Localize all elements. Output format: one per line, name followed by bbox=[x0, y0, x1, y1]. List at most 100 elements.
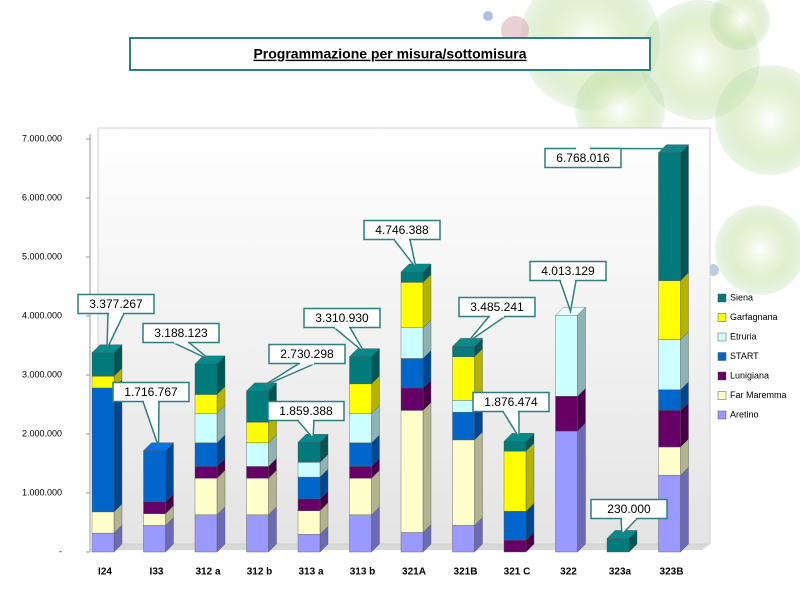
bar-segment bbox=[658, 389, 681, 411]
y-tick-label: 1.000.000 bbox=[22, 487, 62, 497]
y-tick-label: 4.000.000 bbox=[22, 310, 62, 320]
y-tick-label: 7.000.000 bbox=[22, 133, 62, 143]
bar-segment bbox=[555, 315, 578, 397]
bar-segment bbox=[297, 498, 321, 511]
bar-segment bbox=[452, 525, 475, 553]
bar-segment bbox=[658, 446, 681, 476]
y-tick-label: 3.000.000 bbox=[22, 369, 62, 379]
bar-segment bbox=[246, 390, 269, 423]
legend-swatch bbox=[717, 332, 727, 342]
bar-segment bbox=[503, 511, 527, 541]
bar-segment bbox=[297, 476, 321, 500]
bar-segment bbox=[658, 410, 681, 448]
total-label: 4.013.129 bbox=[541, 264, 595, 278]
bar-segment bbox=[194, 413, 218, 444]
bar-segment bbox=[400, 387, 424, 411]
bar-segment bbox=[349, 478, 372, 516]
legend-swatch bbox=[717, 391, 727, 400]
bar-segment bbox=[297, 462, 321, 478]
callout-patch bbox=[335, 325, 349, 329]
x-tick-label: I24 bbox=[98, 567, 112, 578]
bar-segment bbox=[246, 478, 269, 516]
y-tick-label: - bbox=[59, 546, 62, 556]
bar-segment bbox=[194, 442, 218, 467]
bar-segment bbox=[349, 466, 372, 479]
legend-swatch bbox=[717, 352, 727, 361]
legend-label: START bbox=[730, 351, 759, 361]
bar-segment bbox=[246, 422, 269, 444]
total-label: 3.377.267 bbox=[89, 297, 143, 311]
bar-segment bbox=[91, 352, 115, 377]
bar-segment bbox=[91, 532, 115, 553]
callout-patch bbox=[299, 418, 313, 422]
bar-segment bbox=[349, 383, 372, 414]
total-label: 3.188.123 bbox=[154, 326, 208, 340]
total-label: 1.859.388 bbox=[279, 404, 333, 418]
bar-segment bbox=[658, 339, 681, 390]
legend-label: Garfagnana bbox=[730, 312, 778, 322]
bar-segment bbox=[658, 280, 681, 340]
total-label: 1.876.474 bbox=[484, 395, 538, 409]
total-label: 4.746.388 bbox=[375, 223, 429, 237]
bar-segment bbox=[246, 466, 269, 479]
total-label: 2.730.298 bbox=[280, 347, 334, 361]
legend-label: Lunigiana bbox=[730, 370, 769, 380]
bar-segment bbox=[452, 346, 475, 357]
x-tick-label: 313 a bbox=[298, 567, 323, 578]
bar-segment bbox=[452, 356, 475, 401]
bar-side bbox=[680, 144, 689, 282]
floor bbox=[90, 544, 710, 550]
bar-segment bbox=[400, 271, 424, 283]
bar-segment bbox=[143, 450, 166, 503]
bar-segment bbox=[194, 394, 218, 414]
callout-patch bbox=[622, 516, 636, 520]
total-label: 3.310.930 bbox=[315, 311, 369, 325]
total-label: 230.000 bbox=[607, 502, 651, 516]
bar-side bbox=[680, 272, 689, 341]
title-box bbox=[129, 37, 651, 71]
bar-side bbox=[422, 273, 432, 329]
legend-label: Far Maremma bbox=[730, 390, 787, 400]
bar-segment bbox=[297, 442, 321, 463]
x-tick-label: I33 bbox=[150, 567, 164, 578]
callout-patch bbox=[109, 311, 123, 315]
y-tick-label: 6.000.000 bbox=[22, 192, 62, 202]
bar-segment bbox=[143, 525, 166, 553]
bar-segment bbox=[503, 450, 527, 512]
bar-segment bbox=[606, 538, 630, 553]
bar-segment bbox=[91, 375, 115, 389]
chart-title: Programmazione per misura/sottomisura bbox=[253, 46, 526, 62]
bar-segment bbox=[246, 514, 269, 553]
bar-segment bbox=[246, 442, 269, 467]
total-label: 6.768.016 bbox=[556, 151, 610, 165]
x-tick-label: 312 a bbox=[195, 567, 220, 578]
bar-segment bbox=[194, 478, 218, 516]
bar-segment bbox=[400, 327, 424, 359]
bar-segment bbox=[503, 540, 527, 553]
callout-patch bbox=[576, 147, 590, 151]
total-label: 3.485.241 bbox=[470, 300, 524, 314]
bar-segment bbox=[91, 387, 115, 513]
callout-patch bbox=[300, 361, 314, 365]
bar-segment bbox=[194, 514, 218, 553]
legend-swatch bbox=[717, 313, 727, 322]
bar-segment bbox=[349, 413, 372, 444]
bar-segment bbox=[194, 363, 218, 395]
bar-side bbox=[165, 442, 174, 503]
bar-segment bbox=[555, 430, 578, 553]
x-tick-label: 322 bbox=[560, 567, 577, 578]
bar-segment bbox=[400, 358, 424, 389]
bar-segment bbox=[349, 514, 372, 553]
callout-patch bbox=[144, 399, 158, 403]
x-tick-label: 321A bbox=[402, 567, 426, 578]
bar-segment bbox=[400, 282, 424, 328]
bar-side bbox=[422, 401, 432, 534]
callout-patch bbox=[504, 409, 518, 413]
x-tick-label: 312 b bbox=[247, 567, 273, 578]
x-tick-label: 323a bbox=[609, 567, 632, 578]
bar-segment bbox=[658, 152, 681, 281]
legend-swatch bbox=[717, 410, 727, 420]
bar-segment bbox=[194, 466, 218, 479]
bar-segment bbox=[349, 356, 372, 385]
